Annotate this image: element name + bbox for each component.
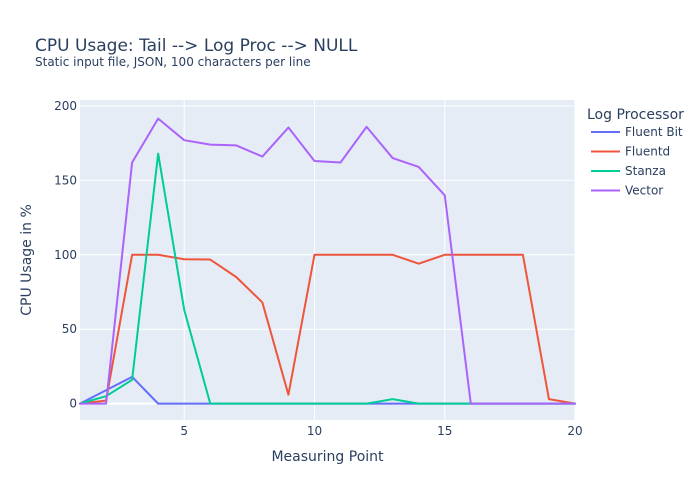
plot-area	[80, 100, 575, 420]
chart-title: CPU Usage: Tail --> Log Proc --> NULL	[35, 36, 358, 56]
y-tick-label: 50	[62, 322, 77, 336]
x-axis-title: Measuring Point	[271, 449, 384, 465]
legend-title: Log Processor	[587, 107, 684, 123]
legend-item-fluent-bit[interactable]: Fluent Bit	[591, 125, 683, 139]
x-tick-label: 5	[180, 424, 188, 438]
x-tick-label: 20	[567, 424, 582, 438]
series-line-fluentd	[79, 253, 576, 405]
legend-label: Fluentd	[625, 145, 670, 159]
y-tick-label: 150	[54, 173, 77, 187]
y-tick-label: 100	[54, 248, 77, 262]
legend-item-fluentd[interactable]: Fluentd	[591, 145, 670, 159]
chart-subtitle: Static input file, JSON, 100 characters …	[35, 55, 311, 69]
y-axis-title: CPU Usage in %	[19, 204, 35, 316]
tick-labels: 0 50 100 150 200 5 10 15 20	[54, 99, 583, 438]
series-line-vector	[79, 117, 576, 405]
series-lines	[79, 117, 576, 405]
legend-label: Stanza	[625, 164, 666, 178]
legend-label: Fluent Bit	[625, 125, 683, 139]
y-tick-label: 200	[54, 99, 77, 113]
y-tick-label: 0	[69, 397, 77, 411]
legend-label: Vector	[625, 184, 663, 198]
legend-item-vector[interactable]: Vector	[591, 184, 663, 198]
x-tick-label: 15	[437, 424, 452, 438]
x-tick-label: 10	[307, 424, 322, 438]
legend: Log Processor Fluent Bit Fluentd Stanza Vec…	[587, 107, 684, 198]
legend-items: Fluent Bit Fluentd Stanza Vector	[591, 125, 683, 198]
legend-item-stanza[interactable]: Stanza	[591, 164, 666, 178]
